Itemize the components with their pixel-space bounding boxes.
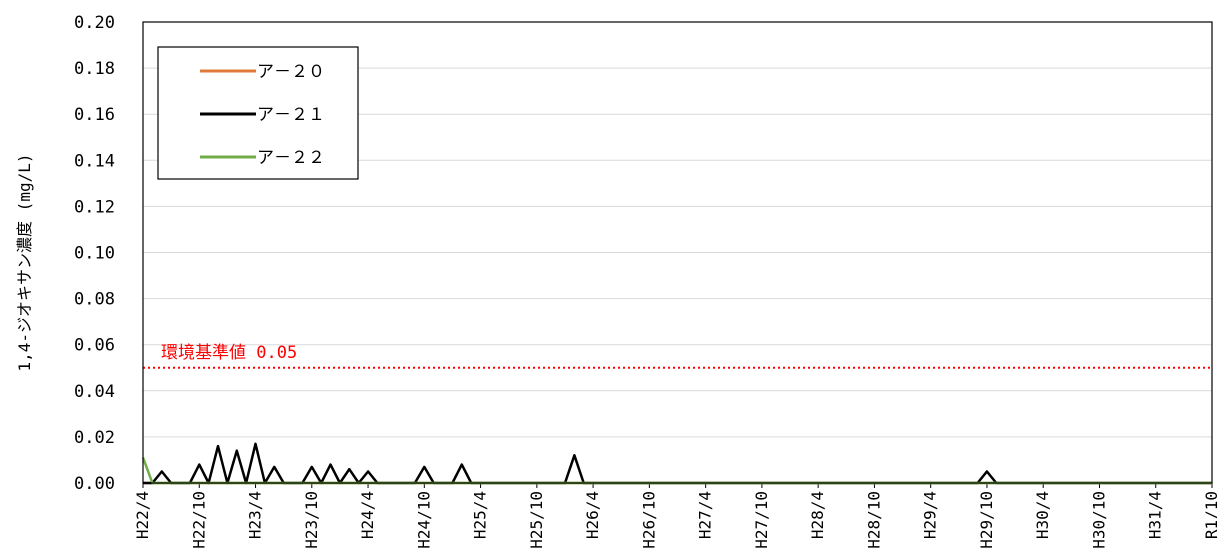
x-tick-label: H23/10 bbox=[302, 491, 321, 549]
x-tick-label: H28/10 bbox=[864, 491, 883, 549]
x-tick-label: H27/10 bbox=[752, 491, 771, 549]
x-tick-label: H31/4 bbox=[1146, 491, 1165, 539]
x-tick-label: R1/10 bbox=[1202, 491, 1217, 539]
y-tick-label: 0.08 bbox=[74, 290, 115, 310]
x-tick-label: H25/10 bbox=[527, 491, 546, 549]
y-tick-label: 0.06 bbox=[74, 336, 115, 356]
x-tick-label: H29/10 bbox=[977, 491, 996, 549]
legend-entry: ア－２２ bbox=[257, 148, 325, 168]
x-tick-label: H23/4 bbox=[246, 491, 265, 539]
reference-line-label: 環境基準値 0.05 bbox=[161, 343, 297, 363]
series-line bbox=[143, 442, 1212, 485]
y-tick-label: 0.12 bbox=[74, 197, 115, 217]
y-axis-label: 1,4-ジオキサン濃度 (mg/L) bbox=[15, 154, 34, 372]
y-tick-label: 0.16 bbox=[74, 105, 115, 125]
x-tick-label: H30/4 bbox=[1033, 491, 1052, 539]
legend-entry: ア－２１ bbox=[257, 105, 325, 125]
y-tick-labels: 0.00 0.02 0.04 0.06 0.08 0.10 0.12 0.14 0.16 0.18… bbox=[74, 13, 115, 494]
legend: ア－２０ ア－２１ ア－２２ bbox=[157, 46, 359, 180]
x-tick-label: H24/10 bbox=[414, 491, 433, 549]
x-tick-label: H26/10 bbox=[639, 491, 658, 549]
y-tick-label: 0.04 bbox=[74, 382, 115, 402]
x-tick-labels: H22/4 H22/10 H23/4 H23/10 H24/4 H24/10 H25/4 H2… bbox=[133, 483, 1217, 549]
y-tick-label: 0.18 bbox=[74, 59, 115, 79]
legend-box bbox=[157, 46, 359, 180]
x-tick-label: H28/4 bbox=[808, 491, 827, 539]
y-tick-label: 0.00 bbox=[74, 474, 115, 494]
y-tick-label: 0.14 bbox=[74, 151, 115, 171]
y-tick-label: 0.20 bbox=[74, 13, 115, 33]
x-tick-label: H22/4 bbox=[133, 491, 152, 539]
x-tick-label: H26/4 bbox=[583, 491, 602, 539]
plot-area-frame bbox=[142, 21, 1213, 484]
reference-line: 環境基準値 0.05 bbox=[143, 343, 1212, 369]
y-tick-label: 0.10 bbox=[74, 244, 115, 264]
legend-entry: ア－２０ bbox=[257, 62, 325, 82]
x-tick-label: H30/10 bbox=[1089, 491, 1108, 549]
series-lines bbox=[141, 442, 1212, 485]
x-tick-label: H29/4 bbox=[921, 491, 940, 539]
x-tick-label: H22/10 bbox=[189, 491, 208, 549]
y-tick-label: 0.02 bbox=[74, 428, 115, 448]
x-tick-label: H24/4 bbox=[358, 491, 377, 539]
x-tick-label: H25/4 bbox=[471, 491, 490, 539]
x-tick-label: H27/4 bbox=[696, 491, 715, 539]
